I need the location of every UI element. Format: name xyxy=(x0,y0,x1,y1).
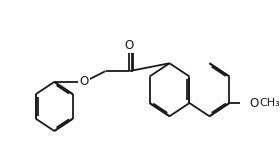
Text: O: O xyxy=(80,75,89,88)
Text: O: O xyxy=(125,39,134,52)
Text: CH₃: CH₃ xyxy=(260,98,280,108)
Text: O: O xyxy=(249,97,259,110)
